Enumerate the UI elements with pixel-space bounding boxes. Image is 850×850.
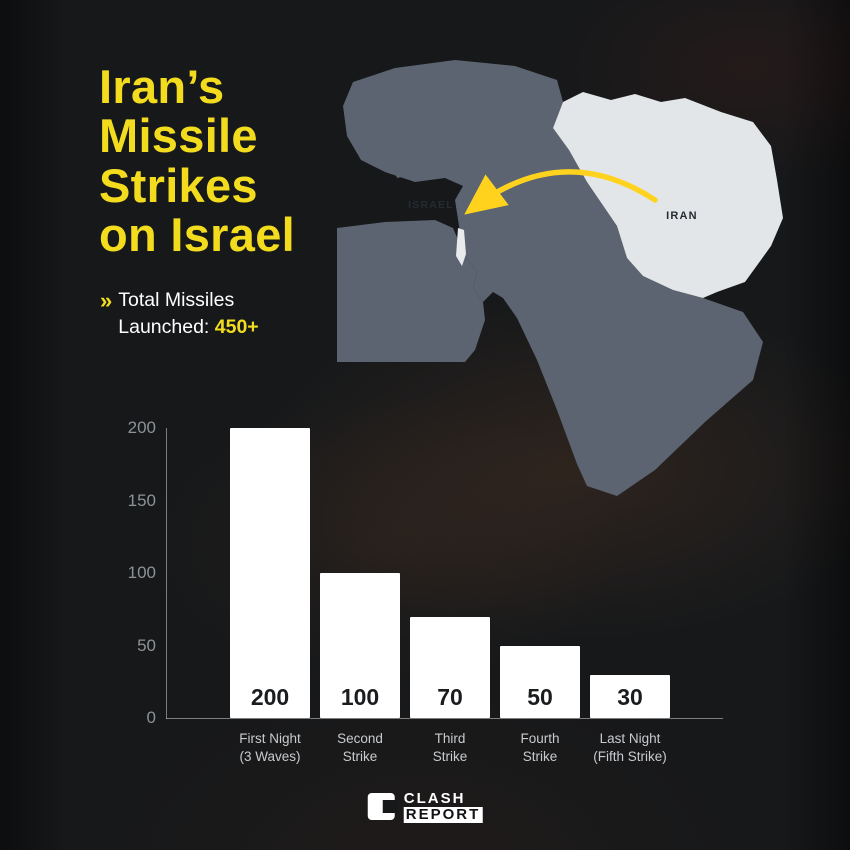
y-tick-label: 150 bbox=[127, 490, 156, 510]
map-egypt bbox=[337, 220, 485, 362]
bars-container: 200 100 70 50 30 bbox=[167, 428, 723, 718]
y-axis-line bbox=[166, 428, 167, 719]
bar-value-label: 70 bbox=[437, 684, 463, 710]
map-iran bbox=[553, 92, 783, 298]
bar-5: 30 bbox=[590, 674, 670, 718]
y-tick-label: 200 bbox=[127, 418, 156, 437]
title-line-4: on Israel bbox=[99, 208, 296, 262]
title-line-1: Iran’s bbox=[99, 60, 225, 113]
bar-value-label: 100 bbox=[340, 684, 380, 710]
y-tick-label: 0 bbox=[146, 708, 156, 727]
category-label: Fourth Strike bbox=[520, 731, 560, 765]
total-missiles-line1: Total Missiles bbox=[118, 289, 235, 311]
middle-east-map: ISRAEL IRAN bbox=[325, 50, 800, 525]
missiles-bar-chart: 0 50 100 150 200 200 100 70 50 30 First Night (3 … bbox=[120, 418, 750, 823]
category-label: Last Night (Fifth Strike) bbox=[593, 731, 667, 765]
title-line-2: Missile bbox=[99, 109, 258, 163]
category-label: Second Strike bbox=[337, 731, 383, 765]
bar-value-label: 30 bbox=[617, 684, 643, 710]
clash-report-logo: CLASH REPORT bbox=[367, 790, 483, 823]
total-missiles-callout: » Total Missiles Launched: 450+ bbox=[100, 287, 259, 342]
clash-report-icon bbox=[367, 793, 398, 821]
total-missiles-line2: Launched: 450+ bbox=[118, 316, 259, 339]
brand-line-report: REPORT bbox=[403, 805, 483, 823]
missile-arrow bbox=[464, 169, 658, 215]
page-title: Iran’s Missile Strikes on Israel bbox=[99, 60, 296, 262]
bar-value-label: 50 bbox=[527, 684, 553, 710]
category-label: First Night (3 Waves) bbox=[239, 731, 301, 765]
map-israel bbox=[456, 228, 466, 266]
total-missiles-value: 450+ bbox=[214, 316, 259, 339]
bar-3: 70 bbox=[410, 616, 490, 718]
brand-line-clash: CLASH bbox=[403, 790, 466, 807]
x-axis-labels: First Night (3 Waves) Second Strike Third Str… bbox=[120, 730, 750, 790]
map-svg: ISRAEL IRAN bbox=[337, 60, 783, 496]
y-tick-label: 50 bbox=[137, 635, 156, 655]
map-landmass bbox=[343, 60, 763, 496]
total-missiles-text: Total Missiles Launched: 450+ bbox=[118, 287, 258, 342]
x-axis-line bbox=[166, 718, 723, 719]
clash-report-icon-notch bbox=[382, 800, 398, 814]
iran-map-label: IRAN bbox=[666, 210, 698, 222]
bar-4: 50 bbox=[500, 645, 580, 718]
map-cyprus bbox=[395, 168, 415, 178]
bar-1: 200 bbox=[230, 428, 310, 718]
y-tick-label: 100 bbox=[127, 563, 156, 582]
israel-map-label: ISRAEL bbox=[408, 199, 454, 211]
brand-text: CLASH REPORT bbox=[403, 790, 483, 823]
title-line-3: Strikes bbox=[99, 158, 258, 212]
bar-2: 100 bbox=[320, 573, 400, 718]
double-chevron-icon: » bbox=[100, 288, 112, 313]
bar-value-label: 200 bbox=[250, 684, 290, 710]
category-label: Third Strike bbox=[432, 731, 468, 765]
